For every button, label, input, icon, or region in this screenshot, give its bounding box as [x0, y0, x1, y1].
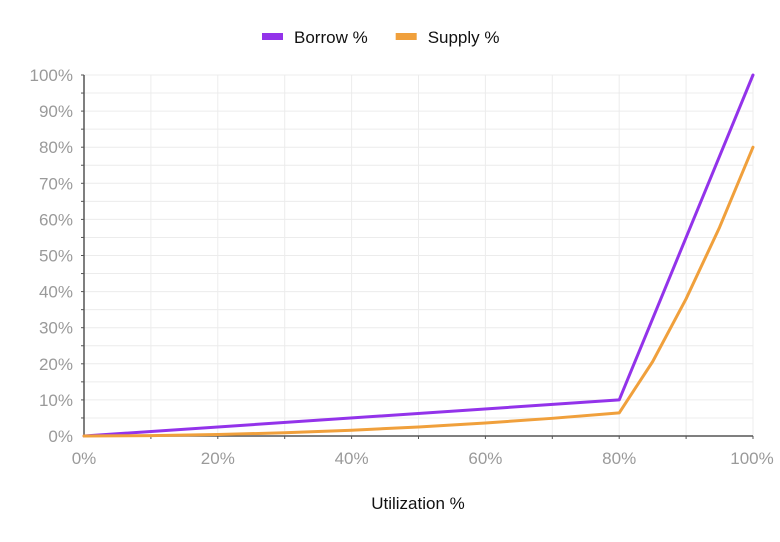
- y-axis-ticks: 0% 10% 20% 30% 40% 50% 60% 70% 80% 90% 100%: [30, 66, 73, 446]
- legend-label-borrow: Borrow %: [294, 28, 368, 47]
- x-axis-ticks: 0% 20% 40% 60% 80% 100%: [72, 449, 774, 468]
- legend: Borrow % Supply %: [262, 28, 500, 47]
- series-line-borrow: [82, 73, 755, 438]
- series-line-supply: [82, 145, 755, 438]
- y-tick-label: 50%: [39, 247, 73, 266]
- y-tick-label: 60%: [39, 210, 73, 229]
- y-tick-label: 40%: [39, 283, 73, 302]
- legend-swatch-supply: [395, 33, 417, 40]
- x-tick-label: 60%: [468, 449, 502, 468]
- y-tick-label: 80%: [39, 138, 73, 157]
- x-tick-label: 20%: [201, 449, 235, 468]
- y-tick-label: 100%: [30, 66, 73, 85]
- x-tick-label: 40%: [335, 449, 369, 468]
- y-tick-label: 10%: [39, 391, 73, 410]
- y-tick-label: 30%: [39, 319, 73, 338]
- x-tick-label: 0%: [72, 449, 97, 468]
- y-tick-label: 20%: [39, 355, 73, 374]
- legend-label-supply: Supply %: [428, 28, 500, 47]
- y-tick-label: 90%: [39, 102, 73, 121]
- series-layer: [82, 73, 755, 438]
- legend-swatch-borrow: [262, 33, 283, 40]
- y-tick-label: 70%: [39, 174, 73, 193]
- x-axis-title: Utilization %: [371, 494, 465, 513]
- grid: [84, 74, 754, 436]
- x-tick-label: 80%: [602, 449, 636, 468]
- y-tick-label: 0%: [48, 427, 73, 446]
- x-tick-label: 100%: [730, 449, 773, 468]
